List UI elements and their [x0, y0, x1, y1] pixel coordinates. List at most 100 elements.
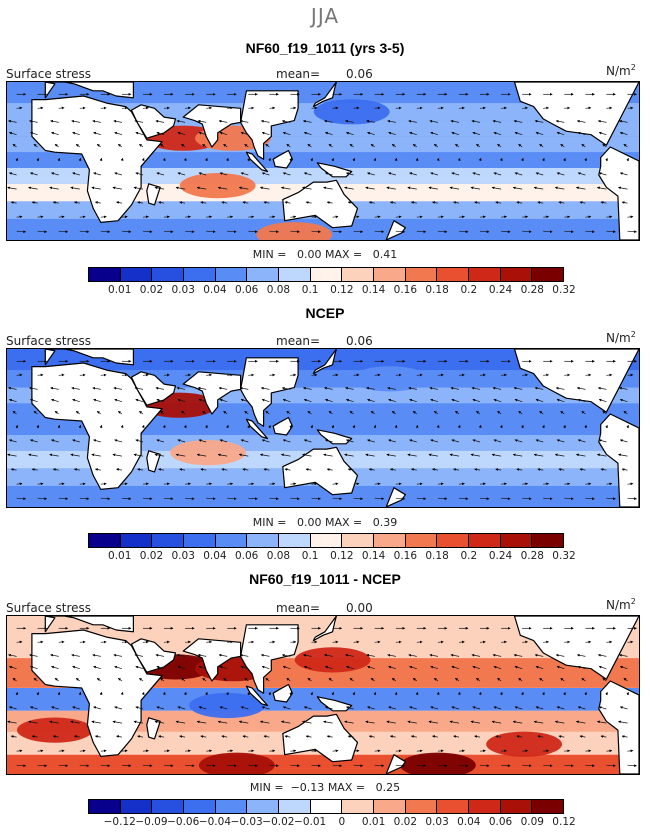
- wind-arrow: [479, 373, 486, 377]
- wind-arrow: [522, 215, 529, 219]
- wind-arrow: [516, 201, 523, 204]
- colorbar-tick-label: 0.01: [361, 816, 386, 828]
- wind-arrow: [415, 424, 419, 429]
- wind-arrow: [430, 665, 439, 670]
- wind-arrow: [163, 640, 170, 644]
- wind-arrow: [471, 653, 481, 657]
- wind-arrow: [326, 735, 333, 738]
- wind-arrow: [347, 735, 354, 738]
- wind-arrow: [311, 749, 318, 753]
- wind-arrow: [493, 706, 502, 710]
- wind-arrow: [478, 157, 482, 162]
- wind-arrow: [12, 144, 17, 148]
- wind-arrow: [495, 735, 502, 738]
- wind-arrow: [259, 186, 270, 190]
- wind-arrow: [437, 482, 444, 486]
- wind-arrow: [606, 640, 613, 644]
- wind-arrow: [263, 735, 270, 738]
- land-india: [182, 104, 242, 148]
- wind-arrow: [367, 706, 375, 710]
- panel-3-colorbar-ticks: −0.12 −0.09 −0.06 −0.04 −0.03 −0.02 −0.01 0 0.01…: [88, 816, 576, 830]
- wind-arrow: [598, 398, 607, 403]
- wind-arrow: [328, 411, 333, 415]
- wind-arrow: [37, 497, 48, 501]
- wind-arrow: [117, 411, 123, 415]
- wind-arrow: [133, 720, 144, 724]
- wind-arrow: [121, 497, 132, 501]
- panel-3-max-label: MAX =: [327, 781, 366, 794]
- wind-arrow: [324, 706, 333, 710]
- wind-arrow: [345, 665, 354, 670]
- wind-arrow: [206, 106, 213, 110]
- wind-arrow: [248, 764, 258, 768]
- wind-arrow: [135, 439, 144, 443]
- stress-feature: [400, 752, 476, 774]
- wind-arrow: [368, 735, 375, 738]
- wind-arrow: [79, 640, 86, 644]
- wind-arrow: [472, 172, 481, 176]
- wind-arrow: [70, 453, 80, 457]
- wind-arrow: [311, 230, 321, 234]
- wind-arrow: [31, 735, 38, 738]
- wind-arrow: [240, 439, 249, 443]
- wind-arrow: [602, 678, 607, 682]
- wind-arrow: [227, 640, 234, 644]
- wind-arrow: [134, 119, 144, 123]
- wind-arrow: [154, 720, 165, 724]
- wind-arrow: [353, 373, 360, 377]
- wind-arrow: [78, 157, 82, 162]
- colorbar-tick-label: −0.02: [262, 816, 295, 828]
- wind-arrow: [240, 706, 249, 710]
- wind-arrow: [185, 482, 191, 486]
- wind-arrow: [198, 439, 207, 443]
- wind-arrow: [114, 439, 122, 443]
- wind-arrow: [240, 398, 249, 403]
- wind-arrow: [493, 439, 502, 443]
- colorbar-tick-label: 0.24: [488, 550, 513, 562]
- wind-arrow: [227, 230, 237, 234]
- wind-arrow: [282, 439, 291, 443]
- wind-arrow: [416, 482, 423, 486]
- wind-arrow: [345, 398, 354, 403]
- wind-arrow: [137, 735, 144, 738]
- wind-arrow: [513, 653, 523, 657]
- wind-arrow: [227, 106, 234, 110]
- wind-arrow: [514, 706, 523, 710]
- wind-arrow: [163, 764, 174, 768]
- wind-arrow: [206, 640, 213, 644]
- wind-arrow: [409, 172, 417, 176]
- land-africa: [31, 95, 163, 223]
- colorbar-swatch: [342, 534, 375, 547]
- wind-arrow: [79, 764, 90, 768]
- panel-3-colorbar: [88, 799, 564, 814]
- wind-arrow: [394, 157, 398, 162]
- wind-arrow: [16, 106, 23, 110]
- stress-feature: [352, 366, 428, 392]
- wind-arrow: [156, 439, 165, 443]
- wind-arrow: [554, 186, 565, 190]
- land-india: [182, 638, 242, 682]
- wind-arrow: [73, 201, 80, 204]
- panel-3-map: [6, 615, 640, 775]
- panel-1-max-label: MAX =: [324, 248, 363, 261]
- colorbar-tick-label: −0.03: [230, 816, 263, 828]
- wind-arrow: [597, 653, 607, 657]
- wind-arrow: [51, 439, 59, 443]
- wind-arrow: [263, 201, 270, 204]
- colorbar-tick-label: 0: [338, 816, 346, 828]
- wind-arrow: [556, 398, 565, 403]
- colorbar-tick-label: 0.01: [108, 550, 132, 562]
- wind-vectors: [7, 92, 637, 234]
- wind-arrow: [72, 131, 80, 136]
- colorbar-tick-label: 0.16: [393, 550, 418, 562]
- wind-arrow: [226, 157, 229, 162]
- wind-arrow: [244, 144, 249, 148]
- wind-arrow: [597, 386, 607, 390]
- wind-arrow: [58, 373, 65, 377]
- wind-arrow: [10, 201, 17, 204]
- wind-arrow: [324, 398, 333, 403]
- colorbar-swatch: [500, 268, 533, 281]
- wind-arrow: [268, 157, 271, 162]
- wind-arrow: [432, 735, 438, 738]
- wind-arrow: [344, 453, 354, 457]
